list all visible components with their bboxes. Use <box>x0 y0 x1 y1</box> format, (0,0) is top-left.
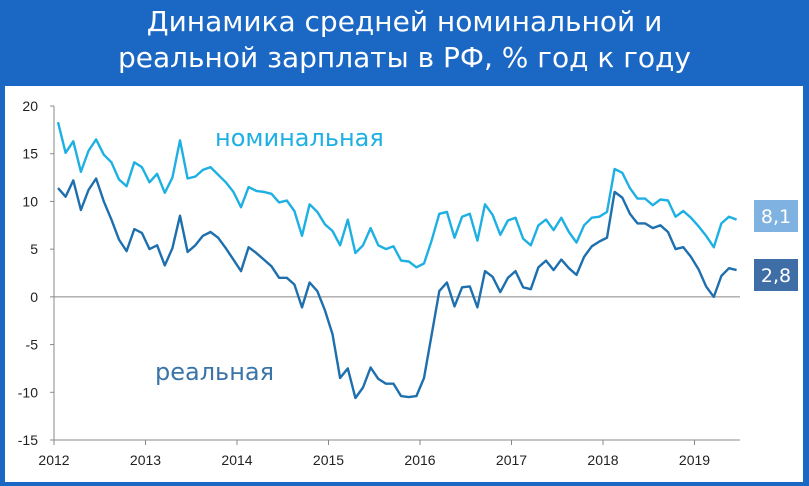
x-tick-label: 2014 <box>221 452 252 468</box>
x-tick-label: 2019 <box>679 452 710 468</box>
x-tick-label: 2016 <box>404 452 435 468</box>
end-label-nominal: 8,1 <box>761 206 791 228</box>
chart-title-line2: реальной зарплаты в РФ, % год к году <box>118 41 691 74</box>
y-tick-label: -10 <box>18 384 38 400</box>
y-tick-label: 5 <box>30 241 38 257</box>
y-tick-label: 20 <box>22 98 38 114</box>
x-tick-label: 2018 <box>587 452 618 468</box>
end-badge-real: 2,8 <box>754 259 798 291</box>
chart-series <box>56 121 738 400</box>
series-line-nominal <box>56 121 738 269</box>
y-tick-label: 15 <box>22 146 38 162</box>
series-label-real: реальная <box>155 358 274 386</box>
y-tick-label: -15 <box>18 432 38 448</box>
end-badge-nominal: 8,1 <box>754 200 798 232</box>
end-label-real: 2,8 <box>761 265 791 287</box>
x-tick-label: 2013 <box>130 452 161 468</box>
chart-title-line1: Динамика средней номинальной и <box>146 5 663 38</box>
series-line-real <box>57 177 737 400</box>
chart-panel: 20 15 10 5 0 -5 -10 -15 2012 2013 2014 2015 2016 2017… <box>5 86 803 482</box>
y-tick-label: -5 <box>26 337 39 353</box>
x-tick-label: 2017 <box>496 452 527 468</box>
x-tick-label: 2015 <box>313 452 344 468</box>
y-tick-label: 10 <box>22 193 38 209</box>
y-tick-label: 0 <box>30 289 38 305</box>
x-tick-label: 2012 <box>38 452 69 468</box>
series-label-nominal: номинальная <box>215 124 384 152</box>
chart-header: Динамика средней номинальной и реальной … <box>0 0 809 84</box>
